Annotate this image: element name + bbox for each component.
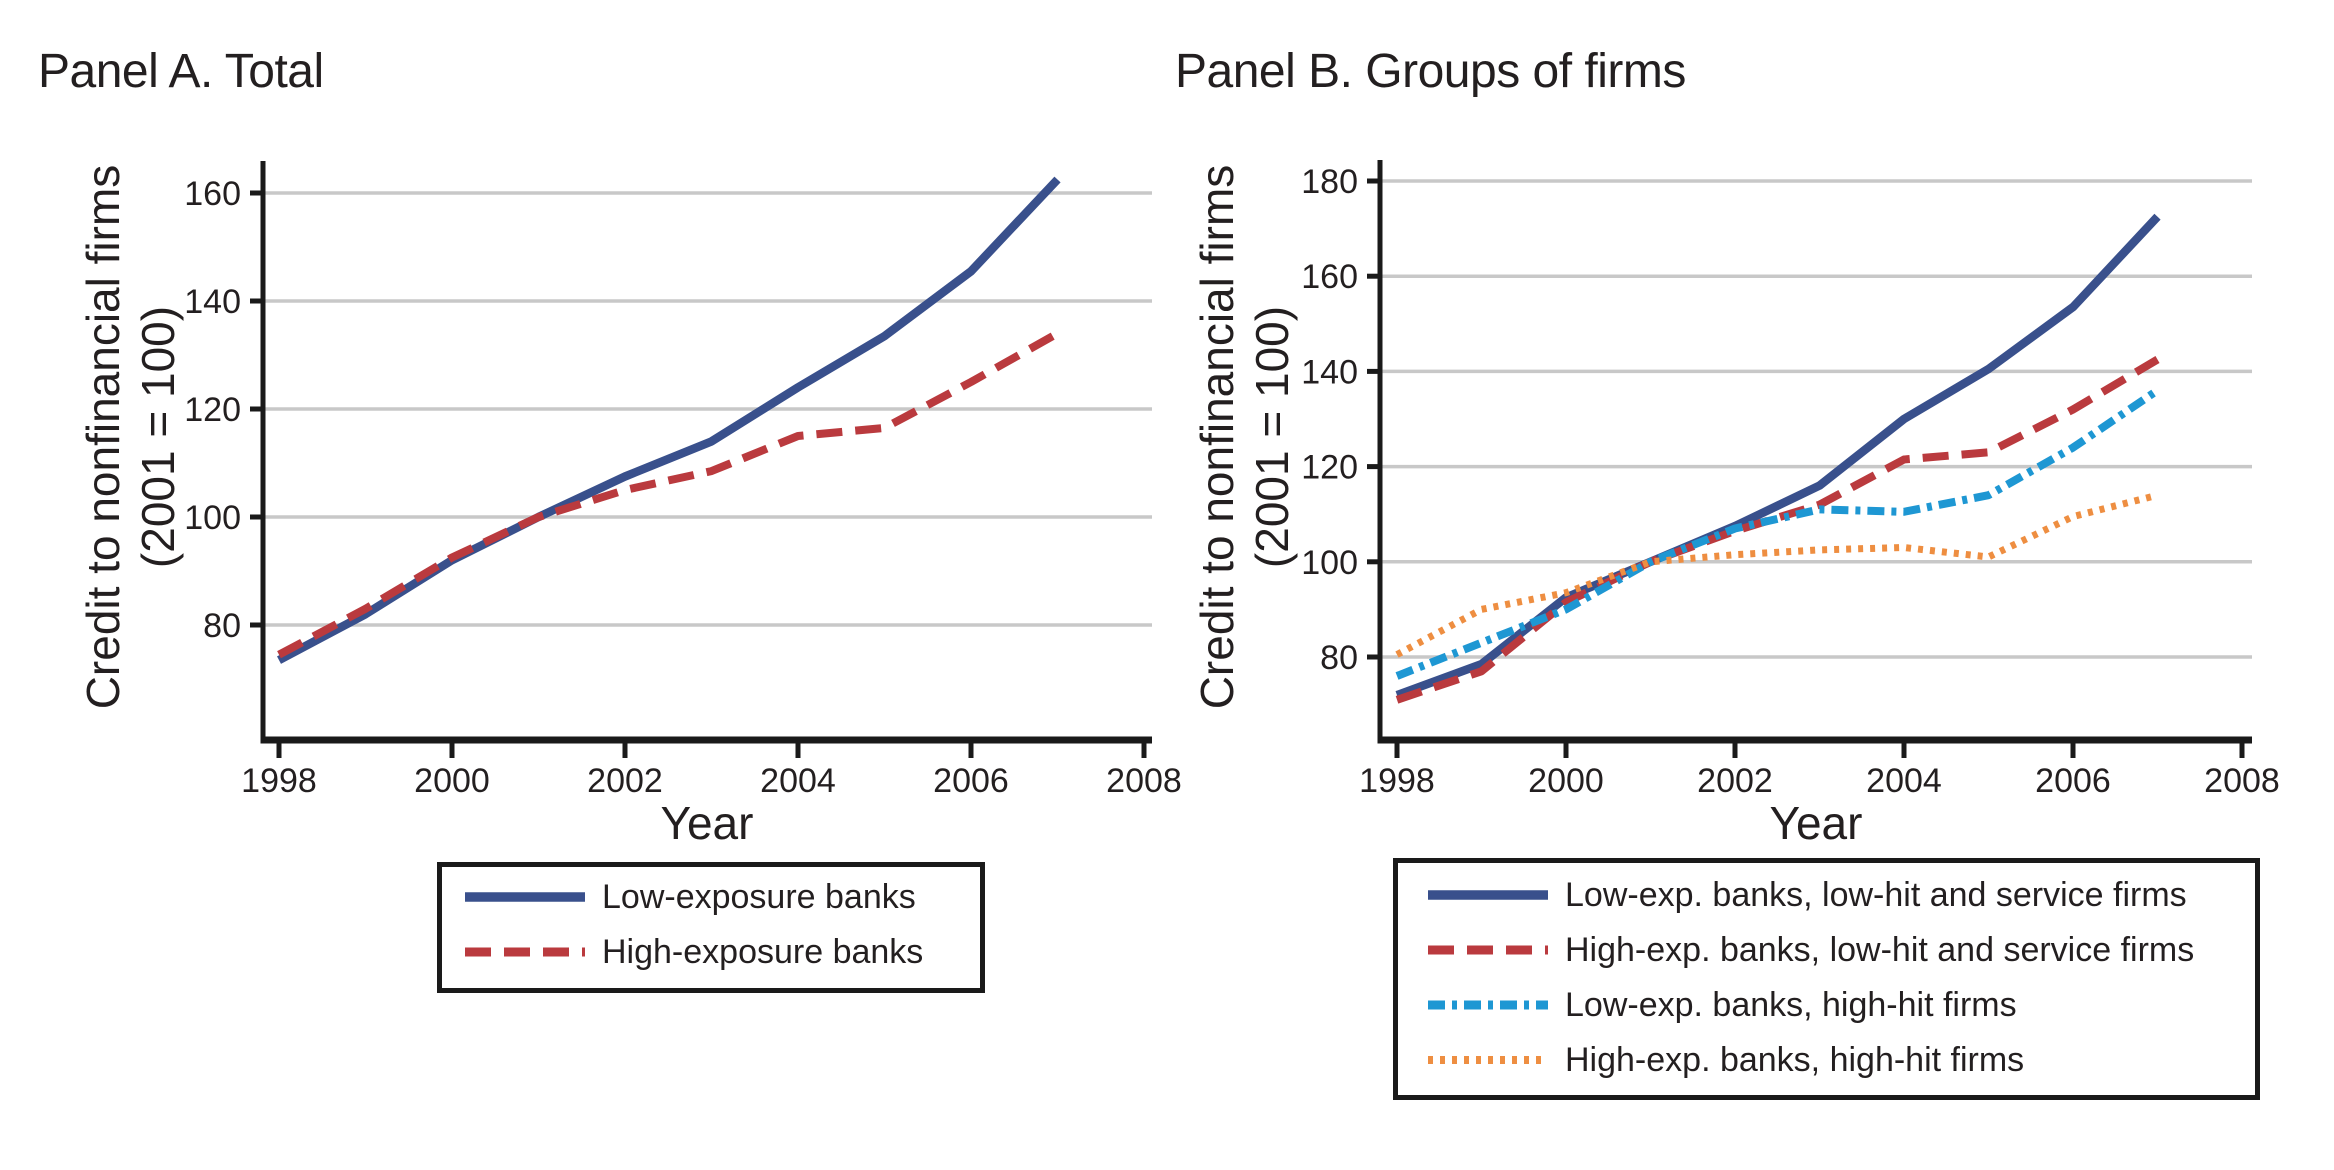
- x-tick-label: 2004: [1866, 762, 1942, 800]
- y-tick-label: 120: [1301, 449, 1358, 487]
- series-line-low-exp-banks-high-hit-firms: [1395, 387, 2160, 680]
- legend-item: High-exposure banks: [465, 927, 923, 977]
- legend-line-sample-solid-navy: [1428, 890, 1548, 900]
- y-tick-label: 140: [184, 283, 241, 321]
- legend-label: High-exp. banks, high-hit firms: [1565, 1040, 2025, 1079]
- x-tick-label: 2008: [2204, 762, 2280, 800]
- legend-label: High-exposure banks: [602, 932, 924, 971]
- panel-a-legend: Low-exposure banks High-exposure banks: [437, 862, 985, 993]
- legend-line-sample-solid-navy: [465, 892, 585, 902]
- x-tick-label: 1998: [241, 762, 317, 800]
- y-tick-label: 100: [184, 499, 241, 537]
- panel-b-xaxis-label: Year: [1769, 797, 1863, 849]
- x-tick-label: 2006: [933, 762, 1009, 800]
- series-line-low-exposure-banks: [277, 176, 1061, 664]
- panel-a-xaxis-label: Year: [660, 797, 754, 849]
- x-tick-label: 2008: [1106, 762, 1182, 800]
- y-tick-label: 160: [1301, 258, 1358, 296]
- legend-line-sample-dotted-orange: [1428, 1056, 1548, 1064]
- y-tick-label: 80: [203, 607, 241, 645]
- legend-item: Low-exp. banks, low-hit and service firm…: [1428, 870, 2187, 920]
- panel-a-title: Panel A. Total: [38, 45, 324, 98]
- legend-label: Low-exp. banks, high-hit firms: [1565, 985, 2017, 1024]
- legend-item: High-exp. banks, high-hit firms: [1428, 1035, 2024, 1085]
- y-tick-label: 160: [184, 175, 241, 213]
- legend-label: Low-exposure banks: [602, 877, 916, 916]
- x-tick-label: 2004: [760, 762, 836, 800]
- series-line-high-exposure-banks: [277, 329, 1060, 659]
- legend-label: High-exp. banks, low-hit and service fir…: [1565, 930, 2195, 969]
- y-tick-label: 140: [1301, 353, 1358, 391]
- x-tick-label: 2000: [414, 762, 490, 800]
- y-tick-label: 80: [1320, 639, 1358, 677]
- y-tick-label: 100: [1301, 544, 1358, 582]
- panel-b-title: Panel B. Groups of firms: [1175, 45, 1686, 98]
- series-line-low-exp-banks-low-hit-and-service-firms: [1395, 213, 2161, 700]
- x-tick-label: 2000: [1528, 762, 1604, 800]
- legend-item: Low-exp. banks, high-hit firms: [1428, 980, 2017, 1030]
- legend-line-sample-dashed-red: [1428, 945, 1548, 955]
- y-tick-label: 120: [184, 391, 241, 429]
- panel-b-legend: Low-exp. banks, low-hit and service firm…: [1393, 858, 2260, 1100]
- legend-line-sample-dashdot-cyan: [1428, 1000, 1548, 1010]
- legend-item: High-exp. banks, low-hit and service fir…: [1428, 925, 2194, 975]
- x-tick-label: 2002: [587, 762, 663, 800]
- legend-item: Low-exposure banks: [465, 872, 916, 922]
- x-tick-label: 1998: [1359, 762, 1435, 800]
- series-line-high-exp-banks-high-hit-firms: [1395, 491, 2159, 658]
- legend-line-sample-dashed-red: [465, 947, 585, 957]
- legend-label: Low-exp. banks, low-hit and service firm…: [1565, 875, 2187, 914]
- y-tick-label: 180: [1301, 163, 1358, 201]
- x-tick-label: 2002: [1697, 762, 1773, 800]
- x-tick-label: 2006: [2035, 762, 2111, 800]
